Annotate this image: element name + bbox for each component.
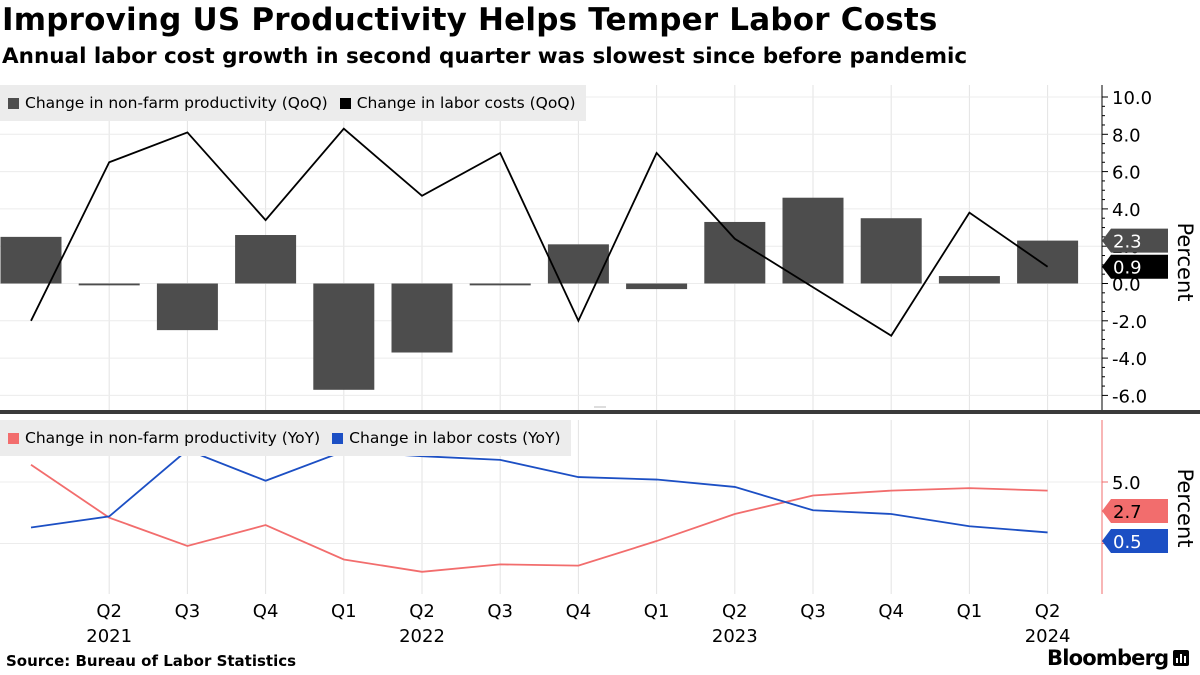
top-y-tick-label: 0.0 — [1112, 275, 1141, 296]
top-end-label-box — [1102, 254, 1168, 279]
legend-label-labor-yoy: Change in labor costs (YoY) — [349, 429, 561, 447]
legend-entry-labor-qoq: Change in labor costs (QoQ) — [339, 94, 576, 112]
top-y-axis-title: Percent — [1173, 222, 1197, 301]
productivity-qoq-bar — [938, 276, 1000, 284]
x-tick-label-quarter: Q4 — [878, 601, 904, 622]
x-tick-label-quarter: Q3 — [487, 601, 513, 622]
legend-entry-labor-yoy: Change in labor costs (YoY) — [332, 429, 561, 447]
bottom-end-label-box — [1102, 529, 1168, 553]
productivity-yoy-line — [30, 464, 1048, 573]
top-y-tick-label: -2.0 — [1112, 312, 1147, 333]
productivity-qoq-bar — [547, 244, 609, 284]
productivity-qoq-bar — [235, 235, 297, 284]
x-tick-label-year: 2024 — [1025, 626, 1071, 647]
top-end-label-box — [1102, 228, 1168, 253]
productivity-qoq-bar — [860, 218, 922, 284]
top-y-tick-label: 6.0 — [1112, 163, 1141, 184]
x-tick-label-quarter: Q2 — [722, 601, 748, 622]
productivity-qoq-bar — [313, 283, 375, 390]
productivity-qoq-bar — [626, 283, 688, 290]
x-tick-label-year: 2021 — [86, 626, 132, 647]
top-y-tick-label: -4.0 — [1112, 349, 1147, 370]
top-panel-legend: Change in non-farm productivity (QoQ) Ch… — [0, 85, 586, 121]
labor-cost-qoq-line — [30, 127, 1049, 337]
brand-wordmark: Bloomberg — [1047, 646, 1169, 670]
legend-label-productivity-qoq: Change in non-farm productivity (QoQ) — [25, 94, 328, 112]
x-tick-label-quarter: Q2 — [96, 601, 122, 622]
top-y-tick-label: 10.0 — [1112, 88, 1152, 109]
x-tick-label-quarter: Q4 — [253, 601, 279, 622]
x-tick-label-quarter: Q2 — [1035, 601, 1061, 622]
source-note: Source: Bureau of Labor Statistics — [6, 652, 297, 670]
productivity-qoq-bar — [156, 283, 218, 331]
legend-entry-productivity-qoq: Change in non-farm productivity (QoQ) — [8, 94, 328, 112]
bottom-end-label-text: 0.5 — [1113, 532, 1142, 553]
x-tick-label-quarter: Q1 — [331, 601, 357, 622]
bottom-panel-legend: Change in non-farm productivity (YoY) Ch… — [0, 420, 571, 456]
bottom-y-tick-label: 5.0 — [1112, 473, 1141, 494]
productivity-qoq-bar — [0, 236, 62, 284]
legend-swatch-productivity-qoq — [8, 97, 19, 109]
legend-swatch-labor-qoq — [339, 97, 351, 109]
productivity-qoq-bar — [782, 197, 844, 284]
top-y-tick-label: -6.0 — [1112, 386, 1147, 407]
bloomberg-chart-icon — [1173, 650, 1190, 666]
top-y-tick-label: 8.0 — [1112, 125, 1141, 146]
top-end-label-text: 0.9 — [1113, 258, 1142, 279]
x-tick-label-quarter: Q4 — [566, 601, 592, 622]
legend-label-labor-qoq: Change in labor costs (QoQ) — [356, 94, 576, 112]
panel-divider — [0, 410, 1200, 414]
productivity-qoq-bar — [391, 283, 453, 353]
chart-subtitle: Annual labor cost growth in second quart… — [2, 44, 968, 69]
legend-swatch-productivity-yoy — [8, 432, 19, 444]
x-tick-label-quarter: Q3 — [175, 601, 201, 622]
legend-swatch-labor-yoy — [332, 432, 344, 444]
x-tick-label-quarter: Q1 — [957, 601, 983, 622]
x-tick-label-year: 2023 — [712, 626, 758, 647]
bottom-end-label-box — [1102, 499, 1168, 523]
legend-entry-productivity-yoy: Change in non-farm productivity (YoY) — [8, 429, 320, 447]
bloomberg-logo: Bloomberg — [1047, 646, 1190, 670]
chart-title: Improving US Productivity Helps Temper L… — [2, 2, 938, 38]
x-tick-label-quarter: Q1 — [644, 601, 670, 622]
x-tick-label-quarter: Q3 — [800, 601, 826, 622]
bottom-y-axis-title: Percent — [1173, 468, 1197, 547]
productivity-qoq-bar — [704, 221, 766, 284]
legend-label-productivity-yoy: Change in non-farm productivity (YoY) — [25, 429, 321, 447]
productivity-qoq-bar — [469, 283, 531, 286]
productivity-qoq-bar — [78, 283, 140, 286]
bottom-end-label-text: 2.7 — [1113, 502, 1142, 523]
x-tick-label-year: 2022 — [399, 626, 445, 647]
productivity-qoq-bar — [1017, 240, 1079, 284]
x-tick-label-quarter: Q2 — [409, 601, 435, 622]
top-y-tick-label: 4.0 — [1112, 200, 1141, 221]
top-end-label-text: 2.3 — [1113, 232, 1142, 253]
